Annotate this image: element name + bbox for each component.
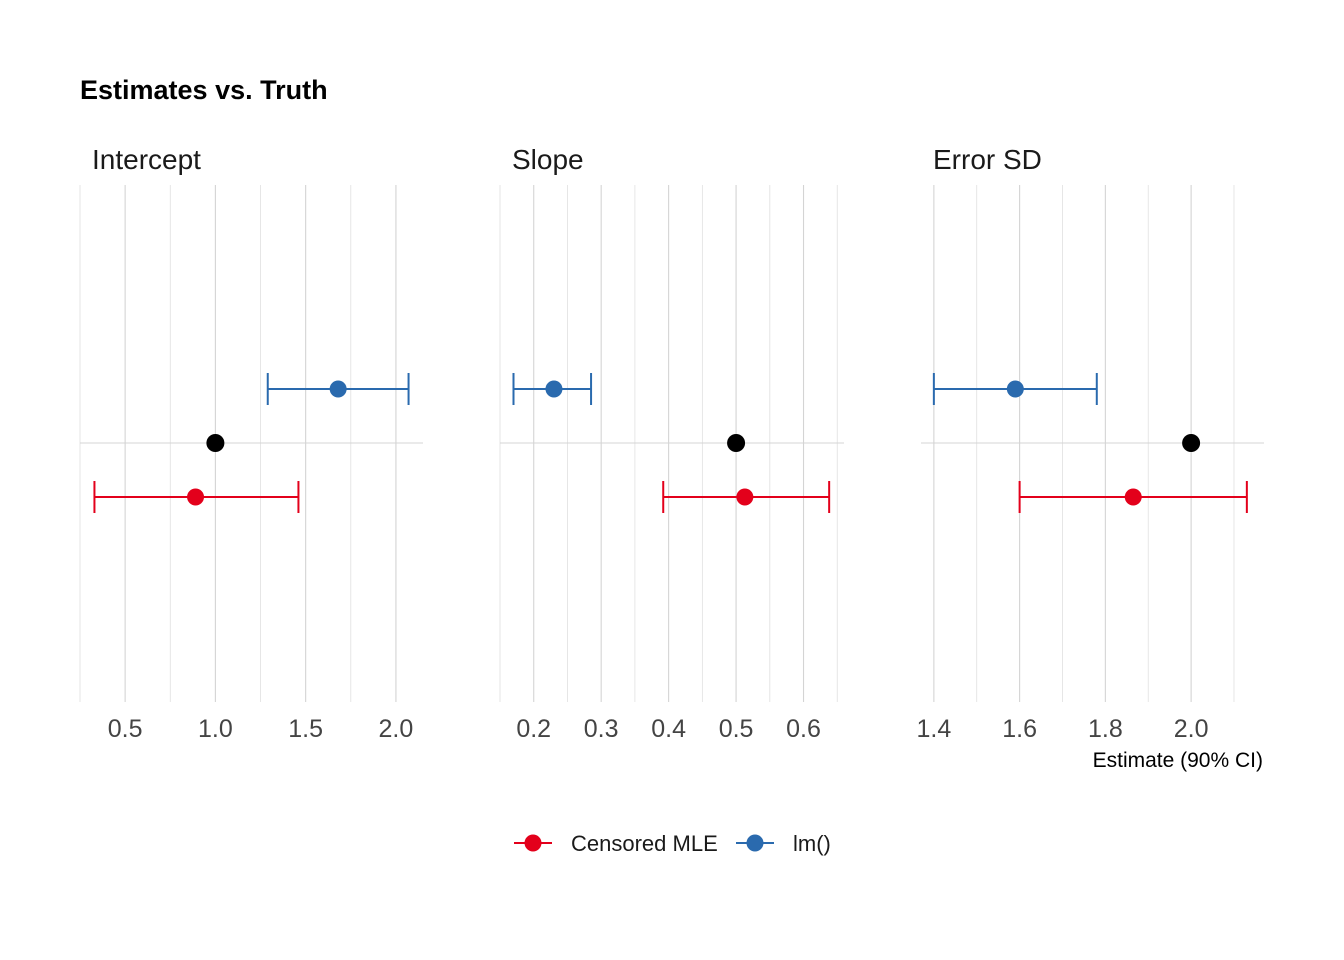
legend-label: Censored MLE [571, 831, 718, 856]
estimate-point [736, 488, 754, 506]
x-tick-label: 1.4 [916, 715, 951, 743]
facet-label: Slope [512, 144, 584, 175]
legend-key-point [524, 834, 542, 852]
legend-item-lm: lm() [736, 831, 831, 856]
chart-title: Estimates vs. Truth [80, 75, 328, 105]
legend-key-point [746, 834, 764, 852]
x-axis-label: Estimate (90% CI) [1093, 749, 1263, 772]
estimate-point [187, 488, 205, 506]
x-tick-label: 2.0 [379, 715, 414, 743]
estimate-censored-mle [662, 481, 831, 513]
x-tick-label: 2.0 [1174, 715, 1209, 743]
facet-panels: Intercept 0.5 1.0 1.5 2.0 Slope 0.2 0.3 0.4 0.5 0.… [79, 144, 1264, 743]
x-tick-label: 0.3 [584, 715, 619, 743]
x-tick-label: 0.2 [516, 715, 551, 743]
legend: Censored MLE lm() [514, 831, 831, 856]
truth-point [206, 434, 225, 452]
estimate-point [545, 380, 563, 398]
truth-point [727, 434, 746, 452]
truth-point [1182, 434, 1201, 452]
legend-label: lm() [793, 831, 831, 856]
estimate-point [329, 380, 347, 398]
estimate-lm [512, 373, 593, 405]
x-tick-label: 1.5 [288, 715, 323, 743]
x-tick-label: 0.6 [786, 715, 821, 743]
facet-panel-intercept: Intercept 0.5 1.0 1.5 2.0 [79, 144, 423, 743]
estimate-lm [266, 373, 410, 405]
estimate-point [1006, 380, 1024, 398]
x-tick-label: 1.8 [1088, 715, 1123, 743]
x-tick-label: 0.5 [719, 715, 754, 743]
estimate-censored-mle [93, 481, 300, 513]
facet-label: Intercept [92, 144, 201, 175]
estimate-point [1124, 488, 1142, 506]
legend-item-censored-mle: Censored MLE [514, 831, 718, 856]
facet-panel-slope: Slope 0.2 0.3 0.4 0.5 0.6 [499, 144, 844, 743]
x-tick-label: 1.0 [198, 715, 233, 743]
x-tick-label: 0.5 [108, 715, 143, 743]
x-tick-label: 1.6 [1002, 715, 1037, 743]
facet-label: Error SD [933, 144, 1042, 175]
estimate-lm [932, 373, 1098, 405]
estimate-censored-mle [1018, 481, 1248, 513]
facet-panel-error-sd: Error SD 1.4 1.6 1.8 2.0 [916, 144, 1264, 743]
x-tick-label: 0.4 [651, 715, 686, 743]
